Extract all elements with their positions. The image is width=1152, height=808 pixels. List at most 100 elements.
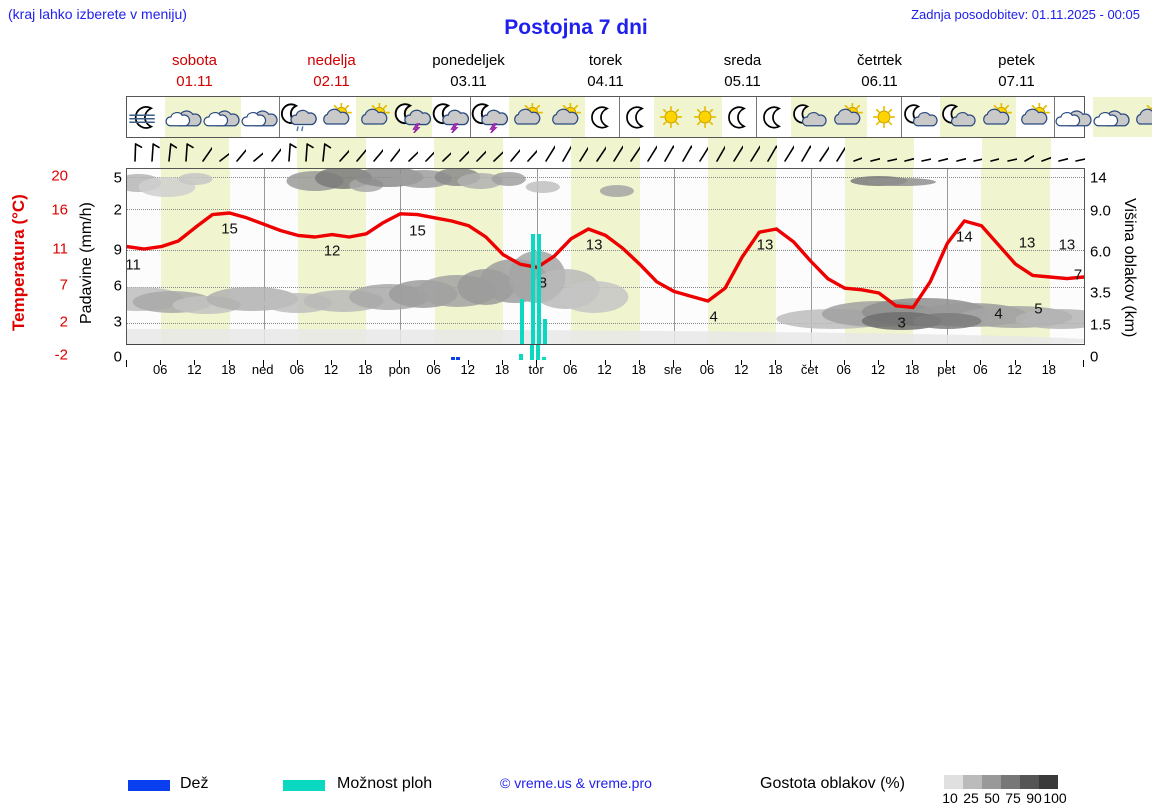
weather-icon-cell [654,97,688,137]
wind-barb-icon [674,141,692,165]
day-date: 03.11 [400,71,537,92]
wind-barb-cell [212,138,229,168]
wind-barb-icon [948,141,966,165]
wind-barb-cell [862,138,879,168]
cloud-density-tick-0: 10 [942,790,958,806]
cloud-height-axis-title: Višina oblakov (km) [1116,168,1142,368]
weather-icon-cell [688,97,722,137]
weather-icon-cell [1055,97,1093,137]
wind-barb-icon [348,141,366,165]
wind-barb-cell [880,138,897,168]
cloud-density-tick-4: 90 [1026,790,1042,806]
sun-cloud-icon [509,103,547,131]
weather-icon-cell [165,97,203,137]
cloud-density-swatch-0 [944,775,963,789]
weather-icon-cell [241,97,279,137]
wind-barb-cell [743,138,760,168]
wind-barb-icon [896,141,914,165]
precip-tick-3: 6 [100,278,122,295]
wind-barb-icon [742,141,760,165]
temperature-tick-1: 16 [34,202,68,219]
temperature-tick-4: 2 [34,314,68,331]
temperature-value-label-10: 4 [994,305,1002,322]
cloud-density-swatch-3 [1001,775,1020,789]
weather-icon-cell [509,97,547,137]
temperature-axis-title: Temperatura (°C) [6,168,32,358]
wind-barb-cell [246,138,263,168]
wind-barb-icon [331,141,349,165]
time-label-18: 18 [768,362,782,377]
time-label-21: 12 [871,362,885,377]
showers-legend-swatch [283,780,325,791]
wind-barb-icon [263,141,281,165]
weather-icon-cell [1093,97,1131,137]
storm-night-icon [432,101,470,133]
wind-barb-icon [519,141,537,165]
wind-barb-cell [160,138,177,168]
wind-barb-icon [280,141,298,165]
wind-barb-icon [314,141,332,165]
icon-day-1 [280,97,471,137]
moon-icon [722,103,756,131]
wind-barb-cell [143,138,160,168]
time-label-1: 12 [187,362,201,377]
cloud-density-swatch-5 [1039,775,1058,789]
precip-tick-4: 3 [100,314,122,331]
sun-cloud-icon [1016,103,1054,131]
cloud-height-tick-0: 14 [1090,170,1122,187]
wind-barb-cell [1051,138,1068,168]
weather-icon-cell [620,97,654,137]
weather-icon-cell [280,97,318,137]
wind-barb-cell [195,138,212,168]
moon-icon [757,103,791,131]
day-name: četrtek [811,50,948,71]
temperature-value-label-0: 15 [221,221,238,238]
moon-icon [585,103,619,131]
precip-tick-5: 0 [100,349,122,366]
precip-tick-1: 2 [100,202,122,219]
day-date: 02.11 [263,71,400,92]
shower-column [531,234,535,359]
sun-cloud-icon [318,103,356,131]
storm-night-icon [394,101,432,133]
wind-barb-icon [194,141,212,165]
wind-barb-icon [434,141,452,165]
precipitation-axis-title: Padavine (mm/h) [74,168,100,358]
last-update-label: Zadnja posodobitev: 01.11.2025 - 00:05 [911,7,1140,22]
day-name: ponedeljek [400,50,537,71]
wind-barb-icon [571,141,589,165]
wind-barb-icon [622,141,640,165]
wind-barb-cell [725,138,742,168]
weather-icon-cell [978,97,1016,137]
wind-barb-icon [913,141,931,165]
wind-barb-cell [229,138,246,168]
wind-barb-cell [451,138,468,168]
weather-icon-cell [203,97,241,137]
cloud-density-swatch-1 [963,775,982,789]
wind-barb-cell [982,138,999,168]
wind-barb-cell [948,138,965,168]
sun-cloud-icon [356,103,394,131]
wind-barb-cell [571,138,588,168]
wind-day-2 [400,138,537,168]
copyright-label: © vreme.us & vreme.pro [500,775,652,791]
wind-barb-icon [982,141,1000,165]
sun-icon [867,103,901,131]
wind-barb-icon [691,141,709,165]
wind-barb-cell [280,138,297,168]
sun-cloud-icon [547,103,585,131]
time-label-4: 06 [290,362,304,377]
weather-icon-cell [722,97,756,137]
day-name: sreda [674,50,811,71]
time-label-3: ned [252,362,274,377]
rain-night-icon [280,102,318,132]
wind-barb-icon [126,141,144,165]
time-label-17: 12 [734,362,748,377]
wind-barb-cell [126,138,143,168]
sun-icon [688,103,722,131]
moon-cloud-icon [902,103,940,131]
